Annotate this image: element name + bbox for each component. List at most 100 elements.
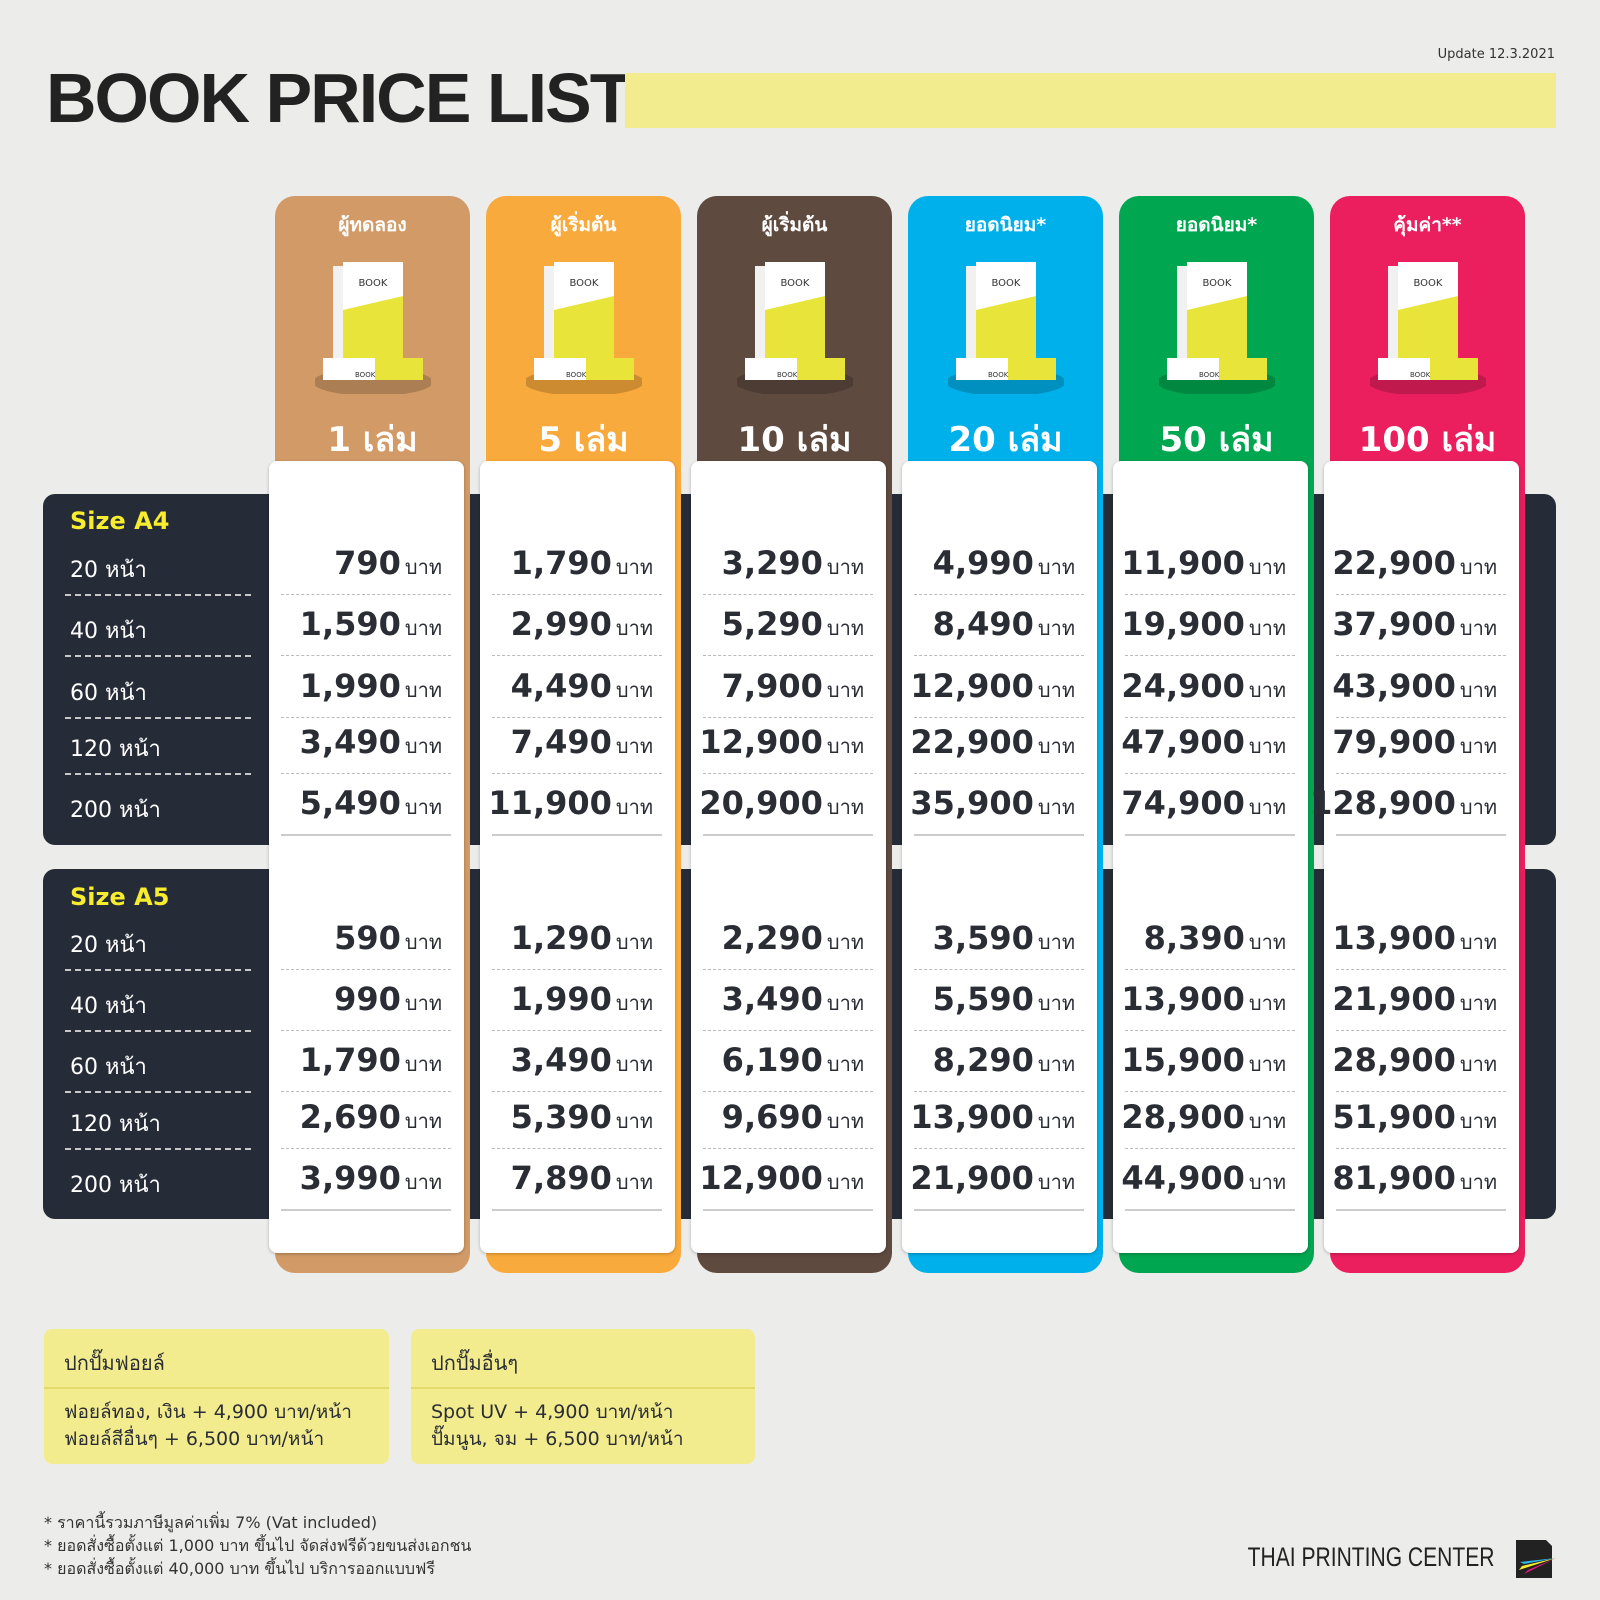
price-value: 3,290 (721, 544, 823, 582)
price-divider (492, 1030, 662, 1031)
price-divider (492, 655, 662, 656)
price-cell: 1,290 บาท (511, 919, 653, 958)
tier-quantity: 1 เล่ม (327, 420, 418, 460)
price-cell: 22,900 บาท (910, 723, 1075, 762)
price-divider (1336, 1091, 1506, 1092)
price-divider (492, 1091, 662, 1092)
price-unit: บาท (1459, 991, 1497, 1015)
price-card: 790 บาท 1,590 บาท 1,990 บาท 3,490 บาท 5,490 บาท 59… (269, 461, 464, 1253)
price-divider (492, 594, 662, 595)
price-divider (1336, 655, 1506, 656)
price-unit: บาท (404, 616, 442, 640)
price-cell: 12,900 บาท (699, 723, 864, 762)
price-cell: 8,290 บาท (933, 1041, 1075, 1080)
price-unit: บาท (1459, 1170, 1497, 1194)
row-divider (65, 1030, 251, 1032)
price-unit: บาท (826, 555, 864, 579)
price-value: 1,990 (510, 980, 612, 1018)
price-value: 3,990 (299, 1159, 401, 1197)
price-unit: บาท (1248, 1109, 1286, 1133)
price-cell: 74,900 บาท (1121, 784, 1286, 823)
addon-line: ปั๊มนูน, จม + 6,500 บาท/หน้า (431, 1428, 684, 1450)
price-divider (1125, 655, 1295, 656)
price-cell: 13,900 บาท (910, 1098, 1075, 1137)
price-cell: 790 บาท (334, 544, 442, 583)
price-unit: บาท (1037, 678, 1075, 702)
price-divider (703, 834, 873, 836)
price-divider (914, 1091, 1084, 1092)
row-divider (65, 717, 251, 719)
price-value: 44,900 (1121, 1159, 1245, 1197)
page-count-label: 60 หน้า (70, 681, 147, 706)
price-unit: บาท (826, 1170, 864, 1194)
price-value: 7,890 (510, 1159, 612, 1197)
price-value: 20,900 (699, 784, 823, 822)
size-label: Size A5 (70, 883, 170, 911)
price-unit: บาท (1459, 795, 1497, 819)
price-cell: 4,490 บาท (511, 667, 653, 706)
book-image: BOOK BOOK (734, 258, 855, 396)
price-unit: บาท (826, 678, 864, 702)
svg-text:BOOK: BOOK (991, 278, 1020, 289)
price-cell: 9,690 บาท (722, 1098, 864, 1137)
price-unit: บาท (826, 616, 864, 640)
price-unit: บาท (826, 795, 864, 819)
price-value: 590 (334, 919, 401, 957)
price-value: 47,900 (1121, 723, 1245, 761)
price-divider (281, 655, 451, 656)
price-unit: บาท (1459, 555, 1497, 579)
price-divider (1336, 594, 1506, 595)
price-divider (703, 969, 873, 970)
price-unit: บาท (1248, 678, 1286, 702)
price-divider (914, 969, 1084, 970)
price-cell: 990 บาท (334, 980, 442, 1019)
price-value: 81,900 (1332, 1159, 1456, 1197)
price-value: 1,590 (299, 605, 401, 643)
price-unit: บาท (1459, 930, 1497, 954)
size-label: Size A4 (70, 507, 170, 535)
price-value: 790 (334, 544, 401, 582)
price-value: 13,900 (910, 1098, 1034, 1136)
svg-text:BOOK: BOOK (358, 278, 387, 289)
price-divider (1336, 1148, 1506, 1149)
price-value: 3,490 (721, 980, 823, 1018)
price-unit: บาท (1248, 555, 1286, 579)
price-divider (281, 969, 451, 970)
price-cell: 5,590 บาท (933, 980, 1075, 1019)
price-unit: บาท (615, 795, 653, 819)
price-value: 1,790 (299, 1041, 401, 1079)
svg-text:BOOK: BOOK (355, 371, 376, 379)
price-unit: บาท (1248, 616, 1286, 640)
price-value: 21,900 (910, 1159, 1034, 1197)
price-value: 37,900 (1332, 605, 1456, 643)
price-value: 7,900 (721, 667, 823, 705)
price-value: 990 (334, 980, 401, 1018)
row-divider (65, 1091, 251, 1093)
price-divider (1336, 1209, 1506, 1211)
price-cell: 81,900 บาท (1332, 1159, 1497, 1198)
price-cell: 3,590 บาท (933, 919, 1075, 958)
page-count-label: 40 หน้า (70, 994, 147, 1019)
addon-line: ฟอยล์ทอง, เงิน + 4,900 บาท/หน้า (64, 1401, 352, 1423)
price-value: 11,900 (1121, 544, 1245, 582)
price-unit: บาท (1037, 734, 1075, 758)
price-unit: บาท (1459, 616, 1497, 640)
footnote: * ยอดสั่งซื้อตั้งแต่ 1,000 บาท ขึ้นไป จั… (44, 1536, 472, 1555)
price-cell: 3,290 บาท (722, 544, 864, 583)
price-cell: 1,790 บาท (511, 544, 653, 583)
price-unit: บาท (1037, 1052, 1075, 1076)
price-value: 1,990 (299, 667, 401, 705)
price-cell: 7,890 บาท (511, 1159, 653, 1198)
page-title: BOOK PRICE LIST (46, 59, 632, 137)
addon-line: ฟอยล์สีอื่นๆ + 6,500 บาท/หน้า (64, 1428, 325, 1450)
price-cell: 8,390 บาท (1144, 919, 1286, 958)
price-divider (492, 1209, 662, 1211)
price-divider (492, 834, 662, 836)
price-value: 19,900 (1121, 605, 1245, 643)
price-cell: 35,900 บาท (910, 784, 1075, 823)
price-unit: บาท (1037, 930, 1075, 954)
row-divider (65, 655, 251, 657)
price-value: 2,990 (510, 605, 612, 643)
price-unit: บาท (615, 678, 653, 702)
price-value: 12,900 (910, 667, 1034, 705)
